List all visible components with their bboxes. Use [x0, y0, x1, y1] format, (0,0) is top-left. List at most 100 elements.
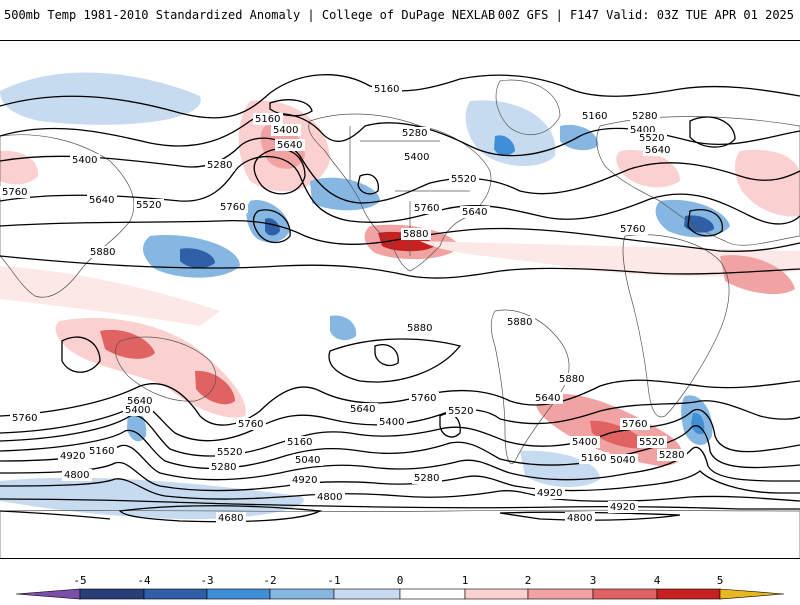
contour-label: 4920	[608, 501, 638, 513]
contour-label: 5880	[557, 373, 587, 385]
svg-text:5520: 5520	[448, 406, 473, 417]
contour-label: 5760	[409, 392, 439, 404]
contour-line	[118, 505, 323, 523]
warm-anomaly-region	[720, 255, 795, 295]
svg-text:5160: 5160	[287, 437, 312, 448]
cold-anomaly-region	[0, 477, 304, 520]
colorbar-tick: 3	[589, 574, 597, 587]
greenland-outline	[495, 79, 561, 135]
contour-label: 4920	[58, 450, 88, 462]
svg-text:4920: 4920	[610, 502, 635, 513]
svg-text:5040: 5040	[610, 455, 635, 466]
weather-map[interactable]: 5160 5160 5160 5280 5400 5640 5400 5280 …	[0, 40, 800, 559]
contour-label: 5520	[637, 132, 667, 144]
contour-label: 5280	[209, 461, 239, 473]
svg-text:5520: 5520	[136, 200, 161, 211]
svg-text:5880: 5880	[507, 317, 532, 328]
svg-text:4800: 4800	[567, 513, 592, 524]
contour-label: 5880	[401, 228, 431, 240]
south-america-outline	[490, 309, 570, 464]
svg-text:4680: 4680	[218, 513, 243, 524]
svg-text:5640: 5640	[89, 195, 114, 206]
contour-label: 5640	[533, 392, 563, 404]
colorbar-tick: -1	[327, 574, 341, 587]
contour-label: 5280	[400, 127, 430, 139]
coastlines	[0, 79, 800, 558]
warm-anomaly-region	[734, 149, 800, 217]
contour-line	[0, 461, 800, 494]
contour-label: 5400	[377, 416, 407, 428]
contour-line	[0, 444, 800, 482]
svg-text:5640: 5640	[127, 396, 152, 407]
svg-text:5040: 5040	[295, 455, 320, 466]
svg-text:5280: 5280	[414, 473, 439, 484]
colorbar-tick: 5	[716, 574, 724, 587]
contour-line	[689, 116, 736, 148]
colorbar-graphic	[15, 588, 785, 600]
colorbar-tick: 0	[396, 574, 404, 587]
svg-text:4920: 4920	[292, 475, 317, 486]
contour-line	[0, 137, 800, 204]
colorbar-segment-start	[15, 588, 81, 600]
cold-anomaly-region	[180, 248, 215, 269]
contour-label: 5760	[0, 186, 30, 198]
contour-label: 5880	[505, 316, 535, 328]
svg-text:5160: 5160	[374, 84, 399, 95]
colorbar-segment	[464, 588, 529, 600]
contour-label: 5520	[449, 173, 479, 185]
contour-label: 5160	[253, 113, 283, 125]
contour-line	[0, 478, 800, 502]
contour-line	[0, 510, 111, 520]
svg-text:5880: 5880	[407, 323, 432, 334]
sea-coast	[349, 126, 470, 256]
colorbar-tick: 4	[653, 574, 661, 587]
contour-label: 5520	[215, 446, 245, 458]
contour-label: 5760	[218, 201, 248, 213]
colorbar-segment	[656, 588, 721, 600]
colorbar-segments	[15, 588, 785, 600]
colorbar-segment	[333, 588, 401, 600]
cold-anomaly-region	[465, 100, 556, 167]
colorbar-segment	[399, 588, 466, 600]
contour-line	[0, 155, 800, 225]
svg-text:5160: 5160	[89, 446, 114, 457]
cold-anomaly-region	[560, 124, 599, 151]
svg-text:5760: 5760	[12, 413, 37, 424]
contour-line	[328, 338, 462, 383]
contour-label: 5400	[271, 124, 301, 136]
colorbar-segment	[527, 588, 594, 600]
contour-label: 4920	[535, 487, 565, 499]
colorbar-tick: -4	[137, 574, 151, 587]
contour-label: 5400	[402, 151, 432, 163]
svg-text:5400: 5400	[572, 437, 597, 448]
colorbar-tick: -3	[200, 574, 214, 587]
contour-line	[357, 173, 379, 195]
contour-label: 5400	[570, 436, 600, 448]
contour-label: 5040	[293, 454, 323, 466]
contour-label: 5280	[657, 449, 687, 461]
contour-label: 5520	[134, 199, 164, 211]
australia-outline	[115, 336, 217, 402]
colorbar-tick: -2	[263, 574, 277, 587]
contour-line	[439, 413, 461, 438]
svg-text:5640: 5640	[350, 404, 375, 415]
contour-line	[0, 498, 800, 510]
svg-text:5520: 5520	[217, 447, 242, 458]
warm-anomaly-region	[616, 150, 680, 188]
contour-line	[269, 99, 313, 117]
contour-line	[687, 209, 723, 237]
colorbar-tick: 2	[524, 574, 532, 587]
svg-text:5880: 5880	[90, 247, 115, 258]
svg-text:4800: 4800	[317, 492, 342, 503]
svg-text:5400: 5400	[630, 125, 655, 136]
contour-line	[0, 408, 800, 457]
cold-anomaly-region	[684, 215, 715, 233]
svg-text:5760: 5760	[620, 224, 645, 235]
svg-text:5760: 5760	[2, 187, 27, 198]
africa-outline	[622, 234, 730, 418]
contour-label: 5760	[10, 412, 40, 424]
contour-line	[0, 379, 800, 426]
colorbar-tick: -5	[73, 574, 87, 587]
contour-label: 4800	[315, 491, 345, 503]
contour-label: 5040	[608, 454, 638, 466]
